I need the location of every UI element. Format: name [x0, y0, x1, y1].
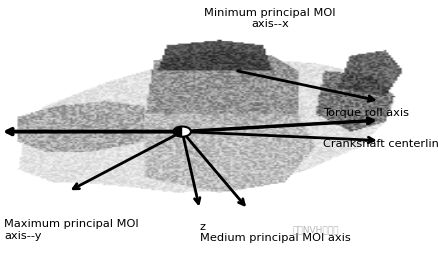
Circle shape: [173, 127, 191, 137]
Text: 汽车NVH云讲堂: 汽车NVH云讲堂: [292, 224, 339, 233]
Text: Medium principal MOI axis: Medium principal MOI axis: [199, 232, 350, 242]
Text: Torque roll axis: Torque roll axis: [322, 108, 408, 118]
Text: Minimum principal MOI
axis--x: Minimum principal MOI axis--x: [204, 8, 335, 29]
Text: Crankshaft centerline: Crankshaft centerline: [322, 138, 438, 149]
Text: Maximum principal MOI
axis--y: Maximum principal MOI axis--y: [4, 218, 139, 240]
Polygon shape: [173, 127, 182, 137]
Text: z: z: [199, 221, 205, 231]
